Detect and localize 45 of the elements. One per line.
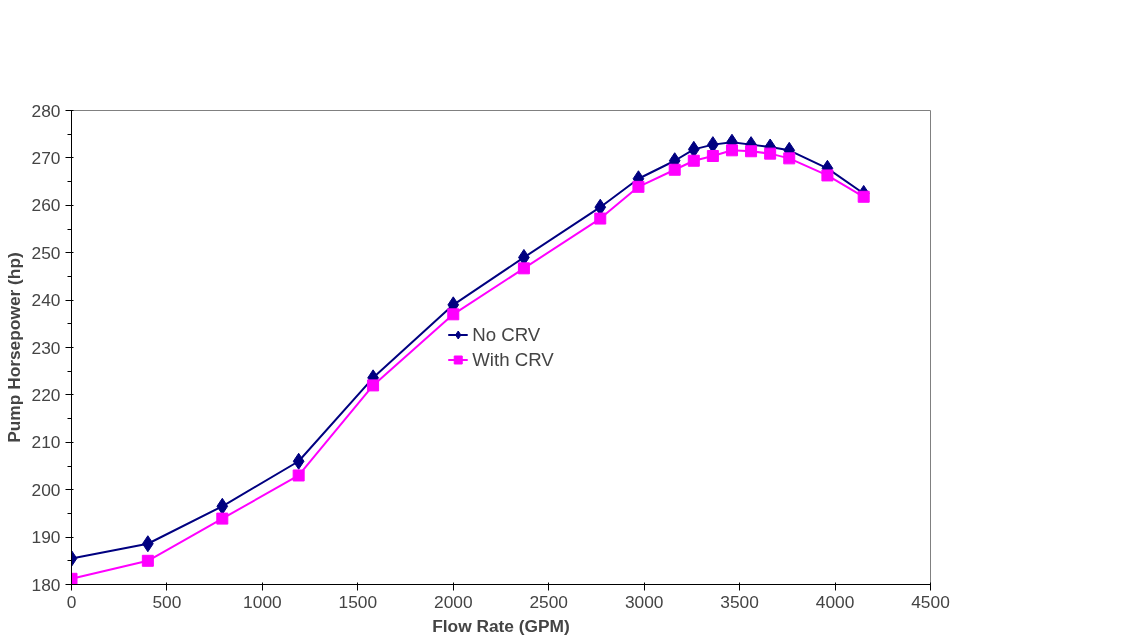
x-tick-label: 2500 <box>529 591 569 612</box>
point <box>517 262 530 275</box>
point <box>141 554 154 567</box>
y-tick-label: 220 <box>31 384 61 405</box>
y-tick-label: 240 <box>31 290 61 311</box>
legend-label: No CRV <box>472 323 541 346</box>
x-tick-label: 1500 <box>338 591 378 612</box>
point <box>706 150 719 162</box>
point <box>857 190 870 203</box>
point <box>216 497 229 515</box>
point <box>292 469 305 482</box>
point <box>216 512 229 525</box>
y-tick-label: 210 <box>31 432 61 453</box>
y-tick-label: 250 <box>31 242 61 263</box>
x-tick-label: 4500 <box>911 591 950 612</box>
point <box>745 145 758 158</box>
y-tick-label: 260 <box>31 195 61 216</box>
point <box>725 144 738 157</box>
x-tick-label: 3000 <box>624 591 664 612</box>
point <box>783 152 796 165</box>
point <box>447 308 460 321</box>
x-tick-label: 2000 <box>434 591 473 612</box>
y-tick-label: 190 <box>31 527 61 548</box>
y-tick-label: 270 <box>31 147 61 168</box>
y-axis-title: Pump Horsepower (hp) <box>3 252 24 443</box>
point <box>367 379 380 392</box>
x-tick-label: 1000 <box>243 591 282 612</box>
x-tick-label: 500 <box>152 591 182 612</box>
y-tick-label: 280 <box>31 100 61 121</box>
y-tick-label: 180 <box>31 574 61 595</box>
point <box>764 147 777 160</box>
point <box>632 180 645 193</box>
point <box>687 154 700 167</box>
legend-label: With CRV <box>472 348 554 371</box>
point <box>594 212 607 225</box>
x-tick-label: 3500 <box>720 591 759 612</box>
y-tick-label: 230 <box>31 337 61 358</box>
x-tick-label: 4000 <box>815 591 855 612</box>
point <box>821 169 834 182</box>
point <box>668 163 681 176</box>
y-tick-label: 200 <box>31 479 61 500</box>
x-axis-title: Flow Rate (GPM) <box>432 615 570 636</box>
x-tick-label: 0 <box>66 591 77 612</box>
point <box>292 452 305 470</box>
point <box>687 140 700 158</box>
